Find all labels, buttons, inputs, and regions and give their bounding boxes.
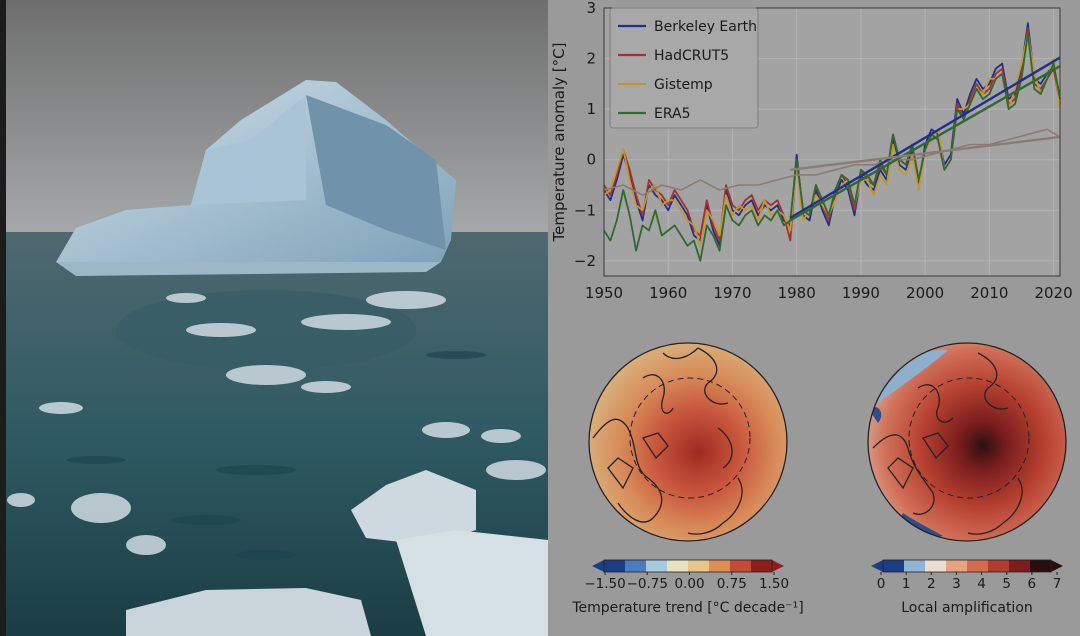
y-tick-label: 2: [586, 50, 596, 68]
x-tick-labels: 1950 1960 1970 1980 1990 2000 2010 2020: [585, 284, 1073, 302]
colorbar-tick-label: 3: [952, 576, 961, 592]
climate-figure-panel: 1950 1960 1970 1980 1990 2000 2010 2020 −2 −1 0 1 2…: [548, 0, 1080, 636]
colorbar-tick-label: 6: [1028, 576, 1037, 592]
legend-label: HadCRUT5: [654, 48, 729, 64]
colorbar-tick-label: 1: [902, 576, 911, 592]
x-tick-label: 1980: [778, 284, 816, 302]
colorbar-temperature-trend: −1.50 −0.75 0.00 0.75 1.50: [584, 559, 789, 592]
y-tick-labels: −2 −1 0 1 2 3: [574, 0, 596, 270]
colorbar-swatch: [646, 560, 668, 572]
x-tick-label: 2000: [906, 284, 944, 302]
legend: Berkeley Earth HadCRUT5 Gistemp ERA5: [609, 7, 759, 129]
x-tick-label: 1960: [649, 284, 687, 302]
iceberg-photo: [6, 0, 548, 636]
colorbar-arrow-low: [592, 560, 604, 572]
trend-line-era5: [789, 65, 1061, 222]
colorbar-swatch: [625, 560, 647, 572]
colorbar-tick-label: 2: [927, 576, 936, 592]
colorbar-frame: [882, 559, 1052, 573]
trend-line-berkeley: [789, 56, 1061, 219]
colorbar-swatch: [946, 560, 968, 572]
colorbar-swatch: [1030, 560, 1052, 572]
iceberg-photo-image: [6, 0, 548, 636]
x-tick-label: 1950: [585, 284, 623, 302]
x-tick-label: 1990: [842, 284, 880, 302]
arctic-temperature-line-chart: 1950 1960 1970 1980 1990 2000 2010 2020 −2 −1 0 1 2…: [548, 0, 1080, 318]
colorbar-swatch: [904, 560, 926, 572]
colorbar-swatch: [883, 560, 905, 572]
legend-label: Berkeley Earth: [654, 19, 757, 35]
colorbar-swatch: [967, 560, 989, 572]
trend-lines: [789, 56, 1061, 222]
y-tick-label: 3: [586, 0, 596, 17]
colorbar-frame: [603, 559, 773, 573]
colorbar-arrow-low: [871, 560, 883, 572]
colorbar-tick-label: 5: [1002, 576, 1011, 592]
colorbar-tick-label: 1.50: [759, 576, 789, 592]
y-tick-label: 0: [586, 151, 596, 169]
map-local-amplification: [867, 342, 1067, 542]
colorbar-swatch: [604, 560, 626, 572]
series-line-gistemp: [603, 32, 1061, 247]
trend-line-arctic: [790, 135, 1061, 172]
colorbar-swatch: [709, 560, 731, 572]
colorbar-tick-label: −1.50: [584, 576, 625, 592]
legend-label: Gistemp: [654, 77, 713, 93]
colorbar-swatch: [988, 560, 1010, 572]
x-tick-label: 2010: [970, 284, 1008, 302]
colorbar-label-temperature-trend: Temperature trend [°C decade⁻¹]: [571, 600, 803, 616]
colorbar-swatch: [751, 560, 773, 572]
colorbar-swatch: [1009, 560, 1031, 572]
colorbar-swatch: [688, 560, 710, 572]
colorbar-tick-label: 0: [877, 576, 886, 592]
colorbar-swatch: [925, 560, 947, 572]
colorbar-tick-label: 0.75: [717, 576, 747, 592]
colorbar-arrow-high: [772, 560, 784, 572]
series-line-berkeley-earth: [603, 22, 1061, 247]
x-tick-label: 1970: [713, 284, 751, 302]
series-line-era5: [603, 32, 1061, 262]
legend-label: ERA5: [654, 106, 691, 122]
y-tick-label: −2: [574, 252, 596, 270]
map-temperature-trend: [588, 342, 788, 542]
colorbar-tick-label: 4: [977, 576, 986, 592]
colorbar-arrow-high: [1051, 560, 1063, 572]
plot-frame: [603, 7, 1061, 277]
y-axis-label: Temperature anomaly [°C]: [550, 43, 568, 243]
colorbar-swatch: [730, 560, 752, 572]
colorbar-tick-label: 7: [1053, 576, 1062, 592]
y-tick-label: −1: [574, 201, 596, 219]
colorbar-swatch: [667, 560, 689, 572]
legend-box: [609, 7, 759, 129]
colorbar-label-local-amplification: Local amplification: [901, 600, 1033, 616]
colorbar-tick-label: 0.00: [674, 576, 704, 592]
x-tick-label: 2020: [1034, 284, 1072, 302]
colorbar-tick-label: −0.75: [627, 576, 668, 592]
y-tick-label: 1: [586, 100, 596, 118]
